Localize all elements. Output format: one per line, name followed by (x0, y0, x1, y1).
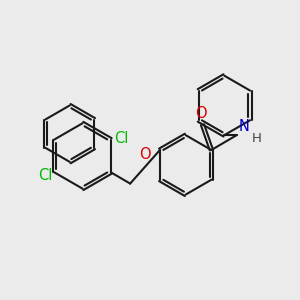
Text: Cl: Cl (114, 130, 129, 146)
Text: N: N (238, 119, 249, 134)
Text: O: O (195, 106, 207, 121)
Text: O: O (139, 147, 151, 162)
Text: H: H (252, 132, 262, 145)
Text: Cl: Cl (38, 168, 52, 183)
